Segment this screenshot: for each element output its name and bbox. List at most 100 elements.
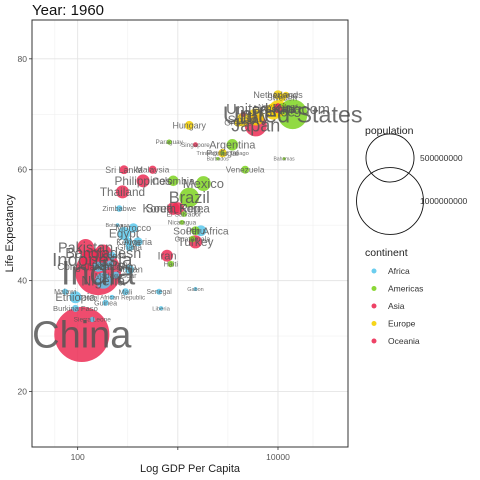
point-label: Barbados: [207, 156, 230, 162]
point-label: Sweden: [267, 93, 297, 103]
color-legend-label: Africa: [388, 266, 410, 276]
point-label: Bahamas: [274, 156, 296, 162]
point-label: Peru: [186, 226, 205, 236]
point-label: Tanzania: [85, 262, 121, 272]
data-point: [167, 175, 179, 187]
data-point: [77, 238, 95, 256]
data-point: [233, 118, 243, 127]
point-label: Malawi: [54, 288, 76, 296]
point-label: Sudan: [116, 265, 142, 275]
data-point: [108, 251, 116, 260]
data-point: [95, 272, 112, 289]
y-tick-label: 40: [18, 276, 28, 286]
point-label: Spain: [228, 113, 259, 127]
point-label: Turkey: [178, 235, 214, 249]
point-label: South Africa: [173, 226, 229, 237]
point-label: Congo, Dem. Rep.: [57, 262, 139, 273]
size-legend-label: 1000000000: [420, 196, 468, 206]
color-legend-label: Asia: [388, 301, 405, 311]
data-points: [54, 90, 308, 362]
point-label: United Kingdom: [226, 102, 330, 118]
color-legend-key: [371, 303, 377, 309]
point-label: Paraguay: [156, 139, 184, 146]
point-label: United States: [223, 101, 363, 127]
point-label: Hungary: [172, 120, 206, 130]
point-label: China: [32, 315, 132, 357]
point-label: Madagascar: [95, 271, 137, 280]
data-point: [106, 260, 114, 268]
point-label: Pakistan: [58, 240, 113, 256]
data-point: [247, 108, 265, 126]
data-point: [148, 165, 157, 174]
data-point: [158, 306, 164, 311]
frame-title: Year: 1960: [32, 2, 105, 19]
data-point: [115, 185, 129, 199]
size-legend-key: [365, 133, 415, 183]
data-point: [161, 249, 174, 262]
point-label: Nigeria: [81, 272, 125, 288]
point-label: Australia: [261, 104, 296, 114]
y-axis-title: Life Expectancy: [4, 194, 16, 272]
point-labels: China India United States Indonesia Japan Bra…: [32, 90, 362, 357]
x-tick-label: 10000: [266, 452, 290, 462]
point-label: Bangladesh: [65, 246, 141, 262]
point-label: Japan: [231, 116, 280, 136]
data-point: [181, 211, 187, 217]
data-point: [226, 139, 239, 151]
data-point: [179, 219, 185, 225]
data-point: [282, 157, 286, 161]
axes: 100 10000 20 40 60 80 Log GDP Per Capita Life E…: [4, 19, 349, 475]
panel-border: [31, 19, 349, 448]
data-point: [62, 288, 69, 295]
point-label: South Korea: [146, 204, 211, 216]
point-label: Canada: [264, 104, 301, 115]
point-label: Central African Republic: [79, 294, 145, 301]
legend: population 500000000 1000000000 continent Af…: [356, 125, 468, 346]
x-tick-label: 100: [71, 452, 85, 462]
panel-background: [32, 20, 348, 447]
data-point: [125, 243, 134, 252]
data-point: [109, 294, 115, 300]
point-label: Algeria: [124, 237, 153, 247]
data-point: [94, 244, 112, 262]
data-point: [195, 176, 211, 191]
point-label: Indonesia: [52, 249, 133, 270]
data-point: [193, 287, 198, 291]
point-label: Burkina Faso: [53, 304, 98, 313]
size-legend-label: 500000000: [420, 153, 463, 163]
data-point: [112, 271, 120, 279]
point-label: Sri Lanka: [105, 165, 143, 175]
point-label: Sierra Leone: [74, 317, 112, 324]
data-point: [215, 156, 220, 161]
point-label: Brazil: [169, 189, 210, 207]
point-label: El Salvador: [167, 211, 202, 218]
color-legend-label: Americas: [388, 284, 423, 294]
point-label: Uganda: [98, 252, 127, 261]
point-label: Trinidad and Tobago: [196, 151, 249, 157]
data-point: [167, 260, 174, 268]
data-point: [191, 226, 200, 236]
point-label: Guatemala: [175, 235, 212, 244]
data-point: [128, 223, 139, 233]
data-point: [121, 288, 129, 296]
point-label: Nicaragua: [168, 220, 197, 227]
point-label: Egypt: [109, 227, 140, 241]
color-legend-key: [371, 321, 377, 326]
point-label: Venezuela: [226, 165, 265, 175]
point-label: Ethiopia: [55, 292, 96, 304]
data-point: [220, 150, 225, 156]
color-legend-label: Oceania: [388, 336, 420, 346]
point-label: Argentina: [209, 140, 255, 152]
data-point: [136, 174, 150, 188]
point-label: Morocco: [116, 223, 152, 233]
point-label: Greece: [224, 118, 252, 128]
data-point: [115, 223, 120, 228]
point-label: Mexico: [183, 176, 224, 191]
point-label: Philippines: [115, 174, 172, 188]
color-legend-title: continent: [365, 247, 408, 259]
data-point: [166, 139, 172, 145]
x-axis-title: Log GDP Per Capita: [140, 463, 241, 475]
point-label: Cameroon: [92, 260, 127, 269]
point-label: Gabon: [187, 287, 204, 293]
